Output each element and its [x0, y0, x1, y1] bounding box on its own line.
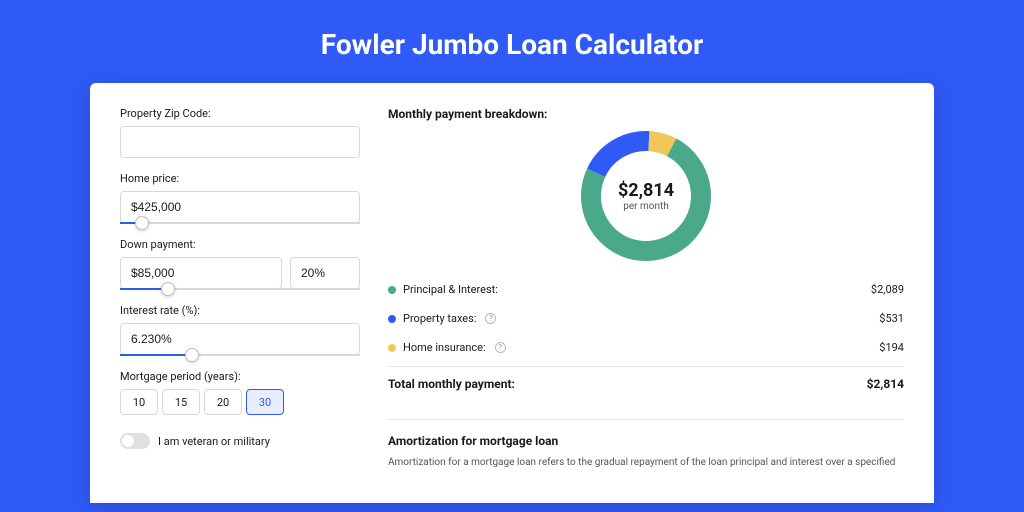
period-buttons: 10152030: [120, 389, 360, 415]
calculator-card: Property Zip Code: Home price: Down paym…: [90, 83, 934, 503]
legend-label: Property taxes:: [403, 312, 476, 325]
total-label: Total monthly payment:: [388, 377, 515, 391]
legend-row-1: Property taxes:? $531: [388, 304, 904, 333]
zip-input[interactable]: [120, 126, 360, 158]
down-payment-slider[interactable]: [120, 288, 360, 290]
period-label: Mortgage period (years):: [120, 370, 360, 383]
down-payment-group: Down payment:: [120, 238, 360, 290]
period-btn-10[interactable]: 10: [120, 389, 158, 415]
donut-sub: per month: [623, 201, 669, 212]
legend-row-0: Principal & Interest: $2,089: [388, 275, 904, 304]
home-price-group: Home price:: [120, 172, 360, 224]
legend-dot: [388, 344, 396, 352]
total-value: $2,814: [867, 377, 904, 391]
legend: Principal & Interest: $2,089 Property taxe…: [388, 275, 904, 362]
period-btn-15[interactable]: 15: [162, 389, 200, 415]
interest-group: Interest rate (%):: [120, 304, 360, 356]
legend-dot: [388, 286, 396, 294]
interest-input[interactable]: [120, 323, 360, 355]
amortization-text: Amortization for a mortgage loan refers …: [388, 456, 904, 470]
down-payment-slider-thumb[interactable]: [161, 282, 175, 296]
breakdown-column: Monthly payment breakdown: $2,814 per mo…: [388, 107, 904, 503]
down-payment-label: Down payment:: [120, 238, 360, 251]
veteran-toggle[interactable]: [120, 433, 150, 449]
down-payment-amount-input[interactable]: [120, 257, 282, 289]
total-row: Total monthly payment: $2,814: [388, 366, 904, 401]
legend-value: $531: [879, 312, 904, 325]
down-payment-percent-input[interactable]: [290, 257, 360, 289]
legend-label: Principal & Interest:: [403, 283, 498, 296]
period-group: Mortgage period (years): 10152030: [120, 370, 360, 415]
legend-value: $2,089: [871, 283, 904, 296]
inputs-column: Property Zip Code: Home price: Down paym…: [120, 107, 360, 503]
donut-chart: $2,814 per month: [581, 131, 711, 261]
veteran-toggle-row: I am veteran or military: [120, 433, 360, 449]
page-title: Fowler Jumbo Loan Calculator: [0, 0, 1024, 83]
interest-slider[interactable]: [120, 354, 360, 356]
legend-label: Home insurance:: [403, 341, 486, 354]
period-btn-20[interactable]: 20: [204, 389, 242, 415]
home-price-label: Home price:: [120, 172, 360, 185]
home-price-slider-thumb[interactable]: [135, 216, 149, 230]
period-btn-30[interactable]: 30: [246, 389, 284, 415]
interest-slider-thumb[interactable]: [185, 348, 199, 362]
info-icon[interactable]: ?: [485, 313, 496, 324]
home-price-input[interactable]: [120, 191, 360, 223]
legend-row-2: Home insurance:? $194: [388, 333, 904, 362]
interest-label: Interest rate (%):: [120, 304, 360, 317]
zip-label: Property Zip Code:: [120, 107, 360, 120]
amortization-title: Amortization for mortgage loan: [388, 434, 904, 448]
legend-dot: [388, 315, 396, 323]
breakdown-title: Monthly payment breakdown:: [388, 107, 904, 121]
legend-value: $194: [879, 341, 904, 354]
veteran-label: I am veteran or military: [158, 435, 270, 448]
donut-chart-wrap: $2,814 per month: [388, 131, 904, 261]
zip-field-group: Property Zip Code:: [120, 107, 360, 158]
amortization-block: Amortization for mortgage loan Amortizat…: [388, 419, 904, 470]
home-price-slider[interactable]: [120, 222, 360, 224]
info-icon[interactable]: ?: [495, 342, 506, 353]
donut-amount: $2,814: [618, 180, 674, 201]
